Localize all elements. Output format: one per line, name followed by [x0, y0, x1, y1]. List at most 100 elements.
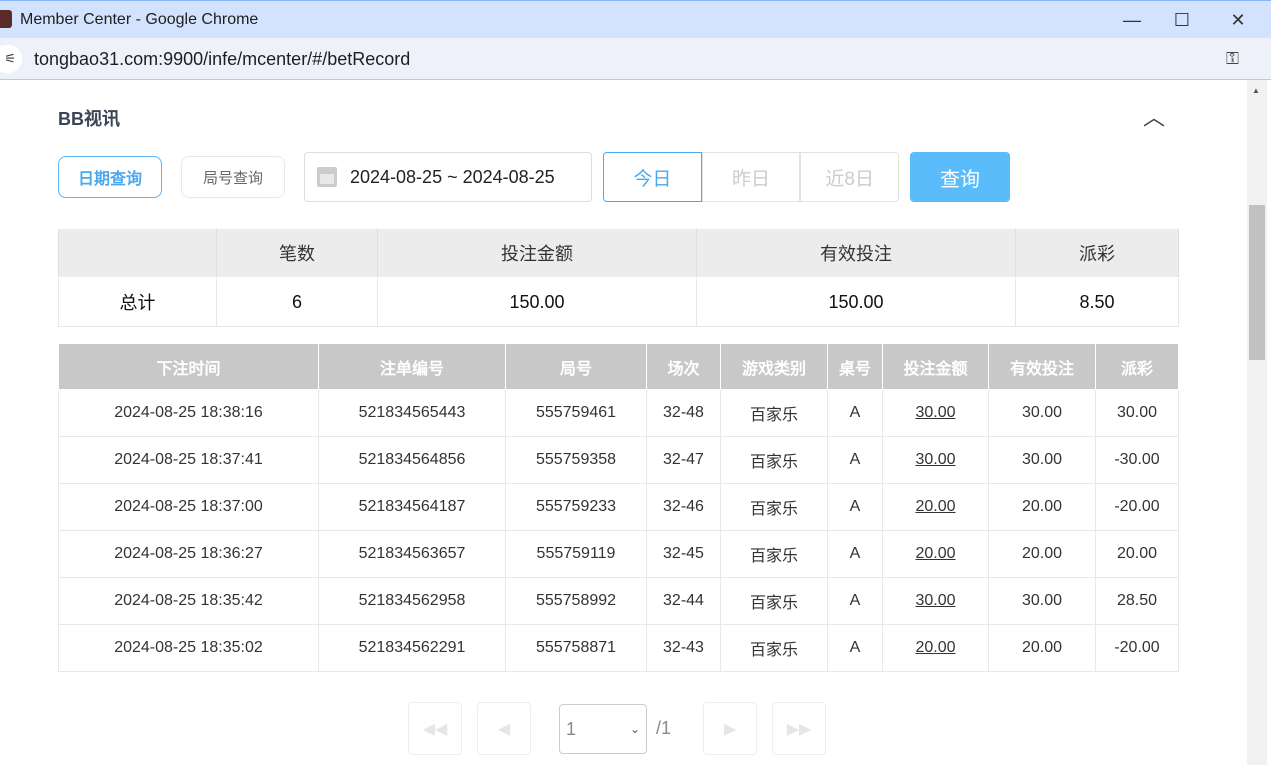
table-cell: 521834565443 — [318, 389, 506, 437]
bet-amount-link[interactable]: 30.00 — [882, 577, 989, 625]
title-bar: Member Center - Google Chrome — ☐ ✕ — [0, 0, 1271, 38]
table-cell: 32-44 — [646, 577, 721, 625]
table-cell: 555758992 — [505, 577, 647, 625]
site-info-icon[interactable]: ⚟ — [0, 45, 22, 73]
column-header: 局号 — [505, 343, 647, 390]
table-cell: 555759461 — [505, 389, 647, 437]
prev-page-button[interactable]: ◀ — [477, 702, 531, 755]
table-cell: 521834562291 — [318, 624, 506, 672]
table-cell: 28.50 — [1095, 577, 1179, 625]
column-header: 注单编号 — [318, 343, 506, 390]
table-cell: 30.00 — [988, 389, 1096, 437]
table-cell: 2024-08-25 18:36:27 — [58, 530, 319, 578]
minimize-button[interactable]: — — [1123, 9, 1141, 30]
table-cell: A — [827, 624, 883, 672]
table-cell: 百家乐 — [720, 436, 828, 484]
summary-row: 总计 6 150.00 150.00 8.50 — [58, 277, 1179, 327]
table-row: 2024-08-25 18:37:41 521834564856 555759358… — [58, 436, 1179, 484]
address-bar[interactable]: ⚟ tongbao31.com:9900/infe/mcenter/#/betR… — [0, 38, 1271, 80]
page-select-value: 1 — [566, 718, 577, 739]
calendar-icon — [317, 167, 337, 187]
key-icon[interactable]: ⚿ — [1226, 49, 1239, 68]
yesterday-button[interactable]: 昨日 — [701, 152, 801, 202]
table-cell: 32-47 — [646, 436, 721, 484]
summary-header: 有效投注 — [696, 228, 1016, 278]
page-select[interactable]: 1 ⌄ — [559, 704, 647, 754]
table-cell: 30.00 — [988, 577, 1096, 625]
date-range-input[interactable]: 2024-08-25 ~ 2024-08-25 — [304, 152, 592, 202]
table-cell: A — [827, 483, 883, 531]
table-cell: 521834564856 — [318, 436, 506, 484]
summary-cell: 150.00 — [377, 277, 697, 327]
close-button[interactable]: ✕ — [1230, 9, 1246, 30]
table-cell: 百家乐 — [720, 389, 828, 437]
bet-amount-link[interactable]: 30.00 — [882, 389, 989, 437]
query-button[interactable]: 查询 — [910, 152, 1010, 202]
column-header: 有效投注 — [988, 343, 1096, 390]
summary-cell: 150.00 — [696, 277, 1016, 327]
table-row: 2024-08-25 18:38:16 521834565443 555759461… — [58, 389, 1179, 437]
table-cell: 521834563657 — [318, 530, 506, 578]
summary-header: 笔数 — [216, 228, 378, 278]
bet-amount-link[interactable]: 20.00 — [882, 624, 989, 672]
summary-header — [58, 228, 217, 278]
table-cell: 2024-08-25 18:37:00 — [58, 483, 319, 531]
today-button[interactable]: 今日 — [603, 152, 702, 202]
table-cell: -20.00 — [1095, 624, 1179, 672]
chevron-up-icon[interactable]: ︿ — [1143, 105, 1166, 130]
summary-cell: 总计 — [58, 277, 217, 327]
bet-amount-link[interactable]: 20.00 — [882, 483, 989, 531]
summary-table: 笔数 投注金额 有效投注 派彩 总计 6 150.00 150.00 8.50 — [58, 228, 1179, 327]
table-cell: 521834562958 — [318, 577, 506, 625]
table-cell: 521834564187 — [318, 483, 506, 531]
table-row: 2024-08-25 18:35:02 521834562291 555758871… — [58, 624, 1179, 672]
url-text[interactable]: tongbao31.com:9900/infe/mcenter/#/betRec… — [34, 49, 411, 69]
table-cell: 555759233 — [505, 483, 647, 531]
date-query-tab[interactable]: 日期查询 — [58, 156, 162, 198]
table-cell: 32-43 — [646, 624, 721, 672]
table-cell: 百家乐 — [720, 624, 828, 672]
table-cell: -20.00 — [1095, 483, 1179, 531]
last-page-button[interactable]: ▶▶ — [772, 702, 826, 755]
table-cell: 30.00 — [1095, 389, 1179, 437]
bet-amount-link[interactable]: 20.00 — [882, 530, 989, 578]
table-cell: 20.00 — [988, 483, 1096, 531]
site-favicon-icon — [0, 10, 12, 28]
summary-header: 派彩 — [1015, 228, 1179, 278]
table-cell: 2024-08-25 18:37:41 — [58, 436, 319, 484]
summary-header: 投注金额 — [377, 228, 697, 278]
table-cell: 555759358 — [505, 436, 647, 484]
table-cell: 2024-08-25 18:35:02 — [58, 624, 319, 672]
table-cell: A — [827, 389, 883, 437]
column-header: 派彩 — [1095, 343, 1179, 390]
quick-date-group: 今日 昨日 近8日 — [603, 152, 900, 202]
scrollbar[interactable] — [1247, 80, 1267, 765]
bet-amount-link[interactable]: 30.00 — [882, 436, 989, 484]
column-header: 场次 — [646, 343, 721, 390]
last-8-days-button[interactable]: 近8日 — [800, 152, 900, 202]
table-row: 2024-08-25 18:37:00 521834564187 555759233… — [58, 483, 1179, 531]
table-row: 2024-08-25 18:35:42 521834562958 555758992… — [58, 577, 1179, 625]
scrollbar-thumb[interactable] — [1249, 205, 1265, 360]
table-cell: 555758871 — [505, 624, 647, 672]
column-header: 游戏类别 — [720, 343, 828, 390]
table-cell: 30.00 — [988, 436, 1096, 484]
table-cell: 百家乐 — [720, 530, 828, 578]
table-cell: 32-48 — [646, 389, 721, 437]
scroll-up-icon[interactable]: ▲ — [1252, 86, 1260, 95]
page-total: /1 — [656, 718, 672, 738]
table-cell: A — [827, 577, 883, 625]
summary-cell: 8.50 — [1015, 277, 1179, 327]
chevron-down-icon: ⌄ — [629, 722, 640, 736]
column-header: 下注时间 — [58, 343, 319, 390]
summary-cell: 6 — [216, 277, 378, 327]
table-cell: 20.00 — [988, 530, 1096, 578]
first-page-button[interactable]: ◀◀ — [408, 702, 462, 755]
table-cell: -30.00 — [1095, 436, 1179, 484]
date-range-value: 2024-08-25 ~ 2024-08-25 — [350, 166, 555, 187]
table-cell: 2024-08-25 18:35:42 — [58, 577, 319, 625]
table-cell: A — [827, 436, 883, 484]
maximize-button[interactable]: ☐ — [1173, 9, 1191, 30]
next-page-button[interactable]: ▶ — [703, 702, 757, 755]
round-query-tab[interactable]: 局号查询 — [181, 156, 285, 198]
